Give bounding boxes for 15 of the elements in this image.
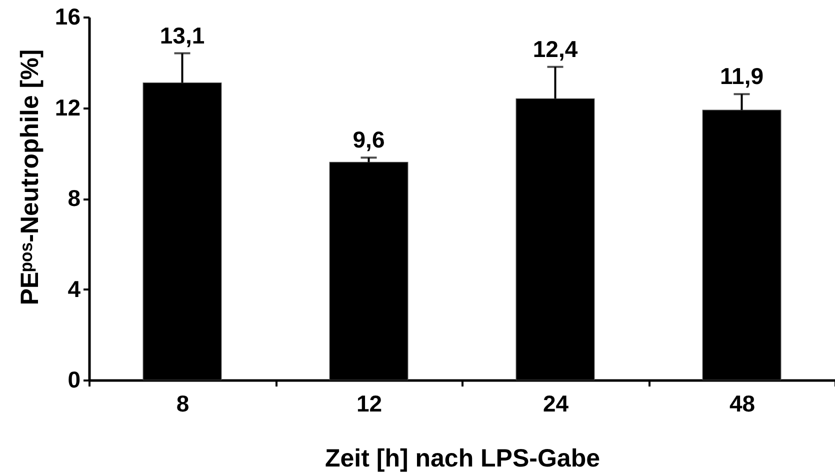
data-label: 12,4 xyxy=(532,36,578,62)
y-tick-label: 12 xyxy=(54,94,80,120)
x-axis-title: Zeit [h] nach LPS-Gabe xyxy=(324,444,600,472)
x-tick-label: 12 xyxy=(356,390,382,416)
y-tick-label: 16 xyxy=(54,4,80,30)
y-axis-title: PEᵖᵒˢ-Neutrophile [%] xyxy=(16,49,44,306)
x-tick-label: 8 xyxy=(176,390,190,416)
data-label: 11,9 xyxy=(720,63,764,90)
x-tick-label: 24 xyxy=(542,390,569,416)
x-tick-label: 48 xyxy=(729,390,756,416)
y-tick-label: 8 xyxy=(68,185,81,211)
data-label: 9,6 xyxy=(352,126,385,153)
y-tick-label: 4 xyxy=(68,276,81,302)
y-tick-label: 0 xyxy=(68,366,80,392)
data-label: 13,1 xyxy=(160,22,205,48)
